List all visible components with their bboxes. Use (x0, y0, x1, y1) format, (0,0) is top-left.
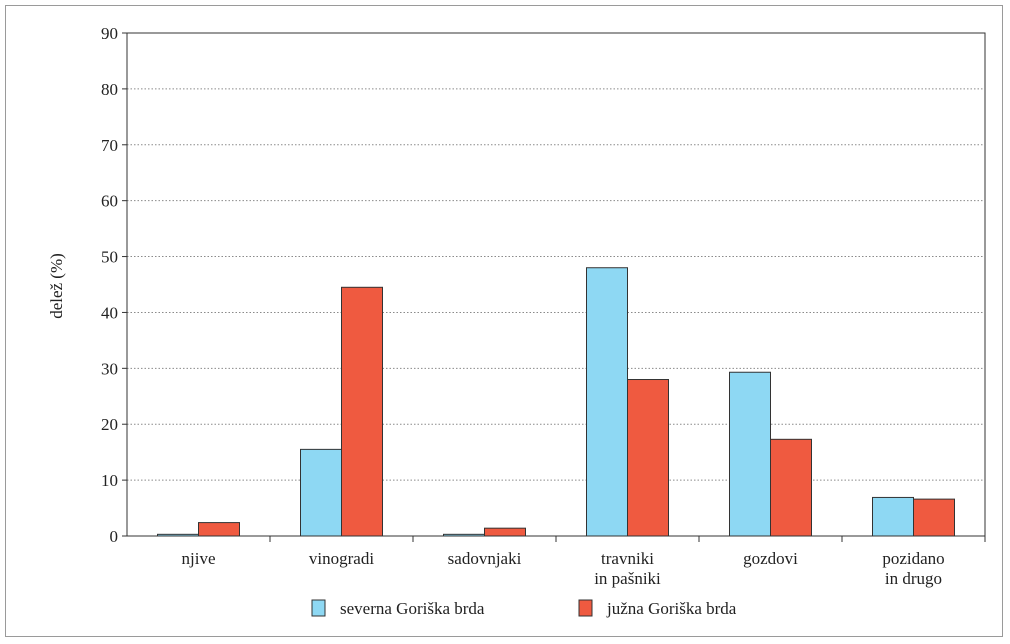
bar (484, 527, 526, 537)
gridlines (127, 88, 985, 481)
x-tick-label: in drugo (885, 569, 942, 588)
x-tick-label: vinogradi (309, 549, 374, 568)
y-axis-label: delež (%) (47, 253, 66, 319)
y-tick-label: 70 (101, 136, 118, 155)
bar (627, 379, 669, 537)
bar (300, 448, 342, 537)
y-tick-label: 30 (101, 359, 118, 378)
x-tick-label: travniki (601, 549, 654, 568)
y-tick-label: 90 (101, 24, 118, 43)
y-tick-label: 20 (101, 415, 118, 434)
bar (770, 438, 812, 537)
y-tick-label: 40 (101, 303, 118, 322)
x-tick-label: gozdovi (743, 549, 798, 568)
bar (913, 498, 955, 537)
y-axis-ticks: 0 10 20 30 40 50 60 70 80 90 (101, 24, 127, 546)
bars (157, 267, 955, 537)
legend-swatch (311, 599, 326, 617)
bar (586, 267, 628, 537)
legend-label: južna Goriška brda (606, 599, 737, 618)
bar (341, 286, 383, 537)
y-tick-label: 60 (101, 192, 118, 211)
x-tick-label: njive (182, 549, 216, 568)
x-tick-label: pozidano (882, 549, 944, 568)
y-tick-label: 80 (101, 80, 118, 99)
y-tick-label: 0 (110, 527, 119, 546)
bar (198, 522, 240, 537)
y-tick-label: 10 (101, 471, 118, 490)
legend-label: severna Goriška brda (340, 599, 485, 618)
plot-area-border (126, 32, 986, 537)
legend: severna Goriška brda južna Goriška brda (311, 599, 737, 618)
bar (729, 371, 771, 537)
legend-swatch (578, 599, 593, 617)
x-tick-label: in pašniki (594, 569, 661, 588)
y-tick-label: 50 (101, 248, 118, 267)
x-tick-label: sadovnjaki (448, 549, 522, 568)
bar (872, 496, 914, 537)
